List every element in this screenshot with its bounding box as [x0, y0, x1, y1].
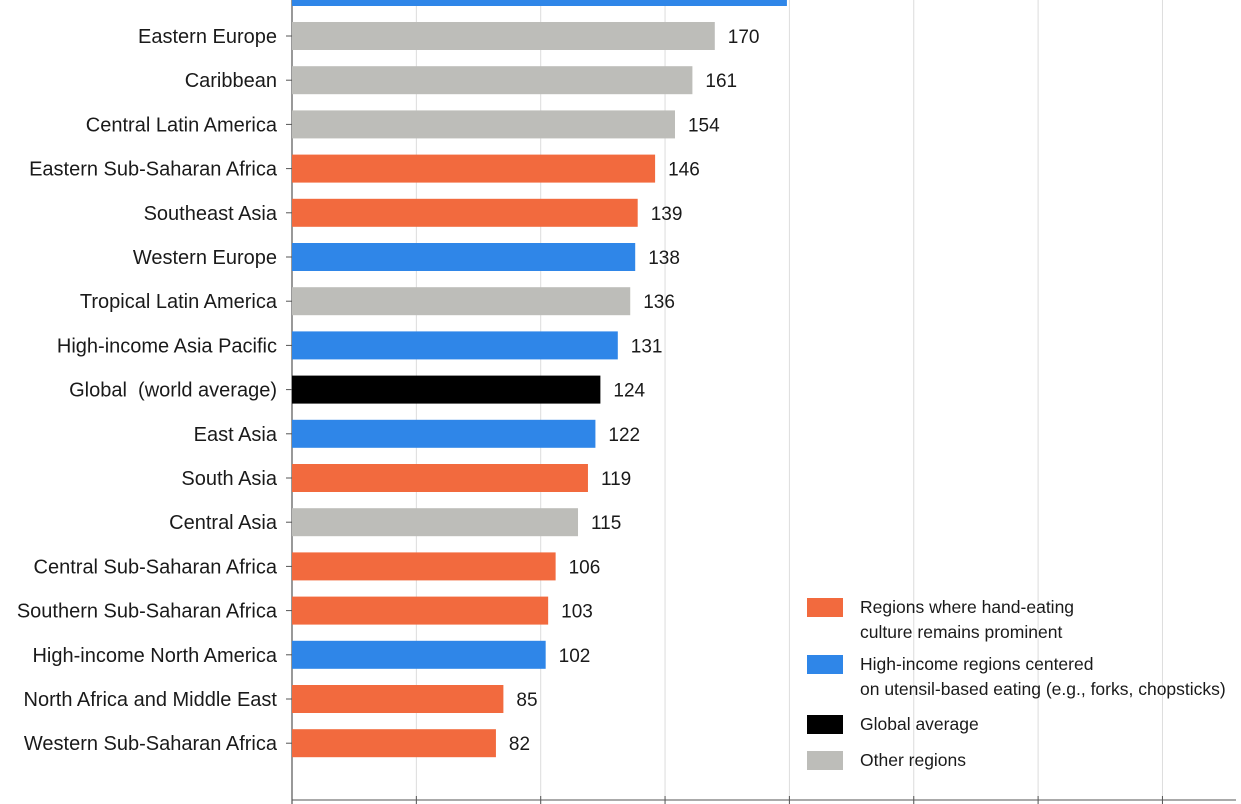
- bars: [292, 0, 787, 758]
- legend-swatch: [807, 598, 843, 617]
- bar: [292, 552, 556, 581]
- bar: [292, 685, 504, 713]
- category-label: Central Asia: [169, 512, 278, 534]
- bar: [292, 729, 496, 758]
- category-label: Southern Sub-Saharan Africa: [17, 601, 278, 623]
- bar: [292, 110, 675, 139]
- legend-label: culture remains prominent: [860, 622, 1062, 642]
- bar: [292, 596, 549, 625]
- value-label: 115: [591, 513, 621, 534]
- category-label: Western Sub-Saharan Africa: [24, 733, 278, 755]
- bar: [292, 198, 638, 227]
- bar: [292, 0, 787, 6]
- legend-label: High-income regions centered: [860, 654, 1093, 674]
- category-label: Eastern Sub-Saharan Africa: [29, 159, 278, 181]
- legend: Regions where hand-eating culture remains…: [807, 597, 1226, 770]
- value-label: 136: [643, 292, 675, 313]
- value-label: 138: [648, 248, 680, 269]
- value-label: 131: [631, 336, 663, 357]
- bar: [292, 154, 656, 183]
- legend-label: Regions where hand-eating: [860, 597, 1074, 617]
- category-label: Caribbean: [185, 70, 277, 92]
- category-label: High-income Asia Pacific: [57, 335, 277, 357]
- bar: [292, 22, 715, 50]
- value-label: 82: [509, 734, 530, 755]
- category-label: Tropical Latin America: [80, 291, 278, 313]
- category-label: Western Europe: [133, 247, 277, 269]
- legend-label: Global average: [860, 714, 979, 734]
- value-label: 103: [561, 602, 593, 623]
- category-label: Central Latin America: [86, 114, 278, 136]
- legend-label: on utensil-based eating (e.g., forks, ch…: [860, 679, 1226, 699]
- category-label: North Africa and Middle East: [24, 689, 278, 711]
- bar: [292, 66, 693, 95]
- value-label: 85: [516, 690, 537, 711]
- category-label: Central Sub-Saharan Africa: [34, 556, 278, 578]
- value-label: 124: [613, 381, 645, 402]
- legend-swatch: [807, 715, 843, 734]
- bar: [292, 243, 636, 271]
- category-label: High-income North America: [32, 645, 277, 667]
- value-label: 161: [705, 71, 737, 92]
- value-label: 139: [651, 204, 683, 225]
- bar: [292, 331, 618, 360]
- value-label: 170: [728, 27, 760, 48]
- bar: [292, 464, 588, 492]
- legend-swatch: [807, 655, 843, 674]
- value-label: 102: [559, 646, 591, 667]
- value-label: 154: [688, 115, 720, 136]
- category-label: Global (world average): [69, 380, 277, 402]
- category-label: Southeast Asia: [144, 203, 278, 225]
- value-label: 146: [668, 160, 700, 181]
- bar: [292, 419, 596, 448]
- category-label: Eastern Europe: [138, 26, 277, 48]
- bar: [292, 375, 601, 404]
- bar: [292, 640, 546, 669]
- category-label: East Asia: [194, 424, 278, 446]
- legend-label: Other regions: [860, 750, 966, 770]
- legend-swatch: [807, 751, 843, 770]
- bar: [292, 287, 631, 316]
- bar: [292, 508, 579, 537]
- labels: Eastern Europe 170 Caribbean 161 Central Lat…: [17, 26, 760, 755]
- category-label: South Asia: [181, 468, 278, 490]
- value-label: 106: [569, 557, 601, 578]
- value-label: 122: [608, 425, 640, 446]
- value-label: 119: [601, 469, 631, 490]
